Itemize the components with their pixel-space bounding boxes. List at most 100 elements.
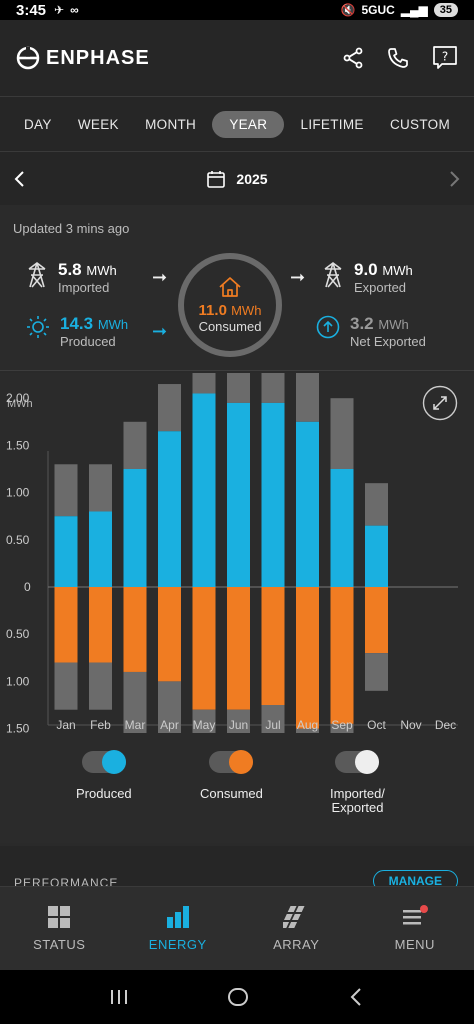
consumed-toggle[interactable] bbox=[209, 750, 254, 774]
y-axis-label: MWh bbox=[7, 398, 33, 410]
array-panels-icon bbox=[283, 906, 305, 928]
exported-bar bbox=[261, 351, 285, 403]
home-icon[interactable] bbox=[227, 986, 249, 1008]
recent-apps-icon[interactable] bbox=[108, 987, 130, 1007]
x-tick-label: Dec bbox=[435, 718, 456, 732]
imported-exported-toggle[interactable] bbox=[335, 750, 380, 774]
legend-imported-exported-label: Imported/ Exported bbox=[330, 786, 385, 815]
x-tick-label: May bbox=[193, 718, 216, 732]
y-tick-label: 0.50 bbox=[6, 533, 30, 547]
consumed-label: Consumed bbox=[198, 319, 262, 334]
consumed-bar bbox=[192, 587, 216, 710]
date-navigator: 2025 bbox=[0, 152, 474, 205]
exported-bar bbox=[365, 483, 388, 526]
tab-custom[interactable]: CUSTOM bbox=[389, 116, 450, 132]
y-tick-label: 2.00 bbox=[6, 391, 30, 405]
status-right: 🔇 5GUC ▂▄▆ 35 bbox=[340, 3, 458, 17]
nav-status-label: STATUS bbox=[33, 937, 86, 952]
brand-logo: ENPHASE bbox=[16, 46, 150, 70]
produced-bar bbox=[158, 431, 181, 587]
grid-tower-export-icon bbox=[324, 262, 342, 288]
exported-bar bbox=[296, 351, 319, 422]
performance-section: PERFORMANCE MANAGE bbox=[0, 846, 474, 892]
x-tick-label: Nov bbox=[400, 718, 421, 732]
enphase-logo-icon bbox=[16, 46, 40, 70]
legend-consumed[interactable]: Consumed bbox=[200, 750, 263, 801]
imported-stat: 5.8 MWh Imported bbox=[26, 261, 117, 296]
produced-stat: 14.3 MWh Produced bbox=[26, 315, 128, 350]
tab-month[interactable]: MONTH bbox=[145, 116, 197, 132]
consumed-bar bbox=[158, 587, 181, 682]
y-tick-label: 1.00 bbox=[6, 674, 30, 688]
consumed-bar bbox=[296, 587, 319, 729]
energy-chart-card: MWh2.502.001.501.000.5000.501.001.502.00… bbox=[0, 341, 474, 843]
notification-dot-icon bbox=[419, 905, 428, 913]
produced-toggle[interactable] bbox=[81, 750, 126, 774]
y-tick-label: 1.00 bbox=[6, 486, 30, 500]
exported-label: Exported bbox=[354, 280, 407, 295]
notification-icon: ✈ bbox=[54, 3, 65, 17]
legend-imported-exported[interactable]: Imported/ Exported bbox=[330, 750, 385, 815]
imported-value: 5.8 bbox=[58, 260, 82, 279]
net-value: 3.2 bbox=[350, 314, 374, 333]
x-tick-label: Apr bbox=[160, 718, 179, 732]
imported-unit: MWh bbox=[86, 263, 117, 278]
date-picker[interactable]: 2025 bbox=[206, 169, 268, 189]
consumed-bar bbox=[227, 587, 250, 710]
produced-bar bbox=[296, 421, 319, 587]
expand-icon[interactable] bbox=[422, 385, 458, 421]
tab-week[interactable]: WEEK bbox=[77, 116, 119, 132]
produced-value: 14.3 bbox=[60, 314, 94, 333]
consumed-center: 11.0 MWh Consumed bbox=[176, 251, 284, 359]
nav-energy[interactable]: ENERGY bbox=[119, 887, 238, 970]
x-tick-label: Jun bbox=[229, 718, 248, 732]
exported-bar bbox=[54, 464, 78, 517]
voicemail-icon: ∞ bbox=[70, 3, 79, 17]
updated-text: Updated 3 mins ago bbox=[13, 221, 130, 236]
tab-lifetime[interactable]: LIFETIME bbox=[300, 116, 364, 132]
status-bar: 3:45 ✈ ∞ 🔇 5GUC ▂▄▆ 35 bbox=[0, 0, 474, 20]
mute-icon: 🔇 bbox=[340, 3, 356, 17]
consumed-bar bbox=[261, 587, 285, 705]
x-tick-label: Jul bbox=[265, 718, 280, 732]
period-tabs: DAY WEEK MONTH YEAR LIFETIME CUSTOM bbox=[0, 96, 474, 152]
imported-bar bbox=[89, 662, 112, 710]
consumed-bar bbox=[330, 587, 354, 724]
tab-day[interactable]: DAY bbox=[24, 116, 52, 132]
y-tick-label: 0.50 bbox=[6, 627, 30, 641]
back-icon[interactable] bbox=[346, 986, 366, 1008]
chevron-right-icon[interactable] bbox=[446, 169, 462, 189]
nav-status[interactable]: STATUS bbox=[0, 887, 119, 970]
help-icon[interactable]: ? bbox=[432, 45, 458, 71]
produced-bar bbox=[365, 525, 388, 587]
produced-unit: MWh bbox=[97, 317, 129, 332]
tab-year[interactable]: YEAR bbox=[212, 110, 285, 138]
exported-unit: MWh bbox=[382, 263, 413, 278]
consumed-bar bbox=[54, 587, 78, 663]
chevron-left-icon[interactable] bbox=[12, 169, 28, 189]
date-label: 2025 bbox=[236, 170, 268, 187]
y-tick-label: 0 bbox=[24, 580, 31, 594]
imported-label: Imported bbox=[58, 280, 110, 295]
produced-bar bbox=[123, 469, 147, 587]
net-exported-stat: 3.2 MWh Net Exported bbox=[316, 315, 426, 350]
x-tick-label: Mar bbox=[125, 718, 146, 732]
imported-bar bbox=[365, 653, 388, 691]
x-tick-label: Jan bbox=[56, 718, 75, 732]
legend-produced[interactable]: Produced bbox=[76, 750, 132, 801]
svg-text:?: ? bbox=[442, 50, 448, 64]
y-tick-label: 1.50 bbox=[6, 438, 30, 452]
share-icon[interactable] bbox=[342, 47, 364, 69]
signal-icon: ▂▄▆ bbox=[400, 3, 428, 17]
house-icon bbox=[219, 277, 241, 297]
net-unit: MWh bbox=[378, 317, 409, 332]
phone-icon[interactable] bbox=[386, 46, 410, 70]
brand-name: ENPHASE bbox=[46, 46, 150, 69]
nav-array[interactable]: ARRAY bbox=[237, 887, 356, 970]
produced-label: Produced bbox=[60, 334, 116, 349]
nav-menu[interactable]: MENU bbox=[356, 887, 474, 970]
produced-bar bbox=[89, 511, 112, 587]
system-navigation bbox=[0, 970, 474, 1024]
bottom-navigation: STATUS ENERGY ARRAY bbox=[0, 886, 474, 970]
exported-value: 9.0 bbox=[354, 260, 378, 279]
